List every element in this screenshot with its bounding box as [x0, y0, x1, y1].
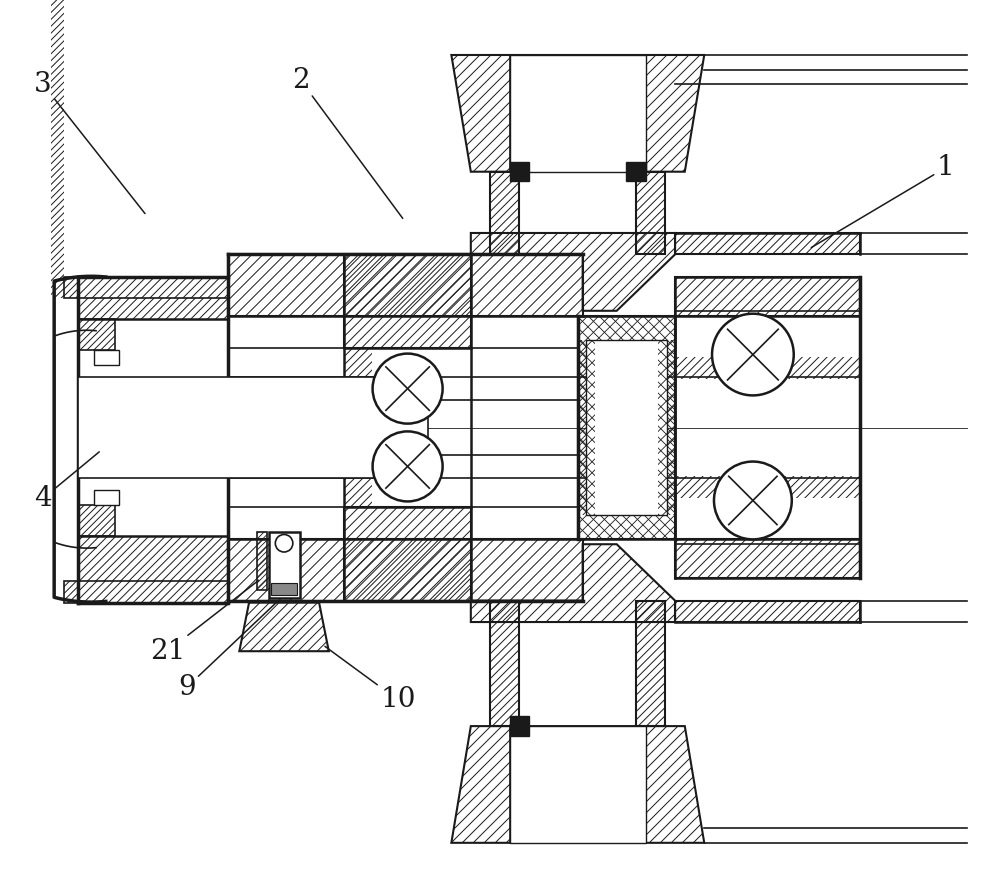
Bar [269, 532, 300, 597]
Text: 4: 4 [34, 452, 99, 512]
Circle shape [373, 353, 443, 424]
Text: 3: 3 [34, 71, 145, 214]
Bar [510, 55, 646, 172]
Circle shape [714, 461, 792, 540]
Bar [94, 490, 119, 505]
Bar [271, 583, 297, 595]
Circle shape [275, 535, 293, 552]
Circle shape [373, 432, 443, 501]
Bar [510, 726, 646, 843]
Bar [510, 162, 529, 181]
Bar [78, 377, 428, 478]
Text: 9: 9 [178, 603, 276, 701]
Text: 1: 1 [811, 154, 954, 248]
Bar [626, 162, 646, 181]
Bar [94, 350, 119, 365]
Circle shape [712, 314, 794, 395]
Text: 21: 21 [150, 580, 259, 664]
Bar [510, 717, 529, 736]
Bar [586, 340, 667, 515]
Text: 2: 2 [292, 67, 403, 218]
Text: 10: 10 [325, 646, 416, 713]
